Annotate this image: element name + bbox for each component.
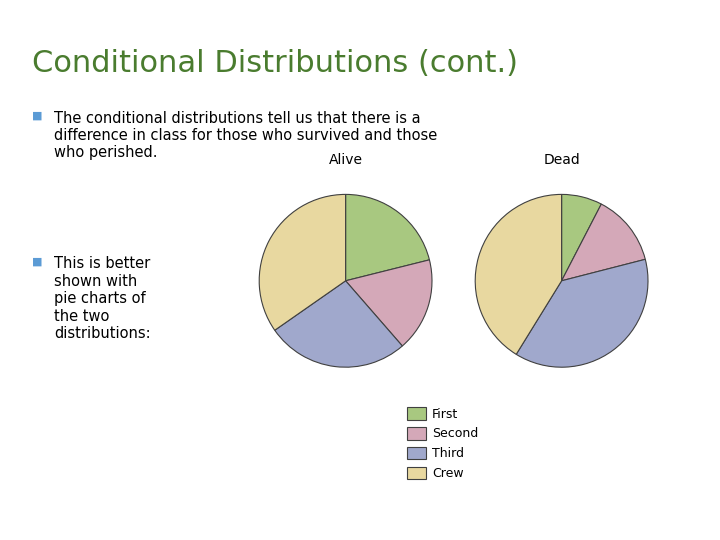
Text: Chapter 2, Slide 21: Chapter 2, Slide 21 [576, 520, 690, 530]
Wedge shape [275, 281, 402, 367]
Text: The conditional distributions tell us that there is a
difference in class for th: The conditional distributions tell us th… [54, 111, 437, 160]
Wedge shape [562, 204, 645, 281]
Text: ■: ■ [32, 256, 43, 267]
Text: Copyright © 2015, 2010, 2007 Pearson Education, Inc.: Copyright © 2015, 2010, 2007 Pearson Edu… [158, 520, 426, 530]
Legend: First, Second, Third, Crew: First, Second, Third, Crew [402, 402, 483, 485]
Title: Alive: Alive [328, 153, 363, 167]
Wedge shape [259, 194, 346, 330]
Text: This is better
shown with
pie charts of
the two
distributions:: This is better shown with pie charts of … [54, 256, 150, 341]
Text: Conditional Distributions (cont.): Conditional Distributions (cont.) [32, 49, 518, 78]
Wedge shape [475, 194, 562, 354]
Wedge shape [346, 260, 432, 346]
Text: ALWAYS LEARNING: ALWAYS LEARNING [14, 520, 106, 530]
Text: ■: ■ [32, 111, 43, 121]
Wedge shape [516, 259, 648, 367]
Text: PEARSON: PEARSON [511, 517, 593, 532]
Wedge shape [562, 194, 601, 281]
Wedge shape [346, 194, 429, 281]
Title: Dead: Dead [543, 153, 580, 167]
